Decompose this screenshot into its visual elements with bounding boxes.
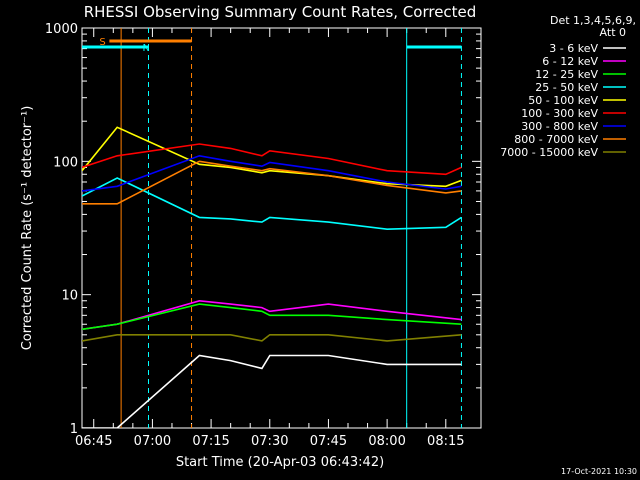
series-line: [82, 334, 462, 342]
y-tick-label: 1000: [45, 22, 78, 37]
series-line: [82, 160, 462, 205]
legend-label: 3 - 6 keV: [549, 42, 598, 55]
timestamp: 17-Oct-2021 10:30: [561, 467, 637, 476]
legend-label: 7000 - 15000 keV: [500, 146, 598, 159]
legend-label: 6 - 12 keV: [542, 55, 598, 68]
legend-label: 100 - 300 keV: [521, 107, 598, 120]
series-line: [82, 303, 462, 331]
y-tick-label: 100: [53, 155, 78, 170]
plot-area: 1 10 100 1000 06:45 07:00 07:15 07:30 07:45 08:00…: [45, 22, 482, 449]
series-line: [82, 299, 462, 331]
y-axis-label: Corrected Count Rate (s⁻¹ detector⁻¹): [20, 106, 35, 351]
series-line: [82, 354, 462, 428]
legend-title: Det 1,3,4,5,6,9,: [550, 14, 636, 27]
series-line: [82, 143, 462, 176]
legend-label: 12 - 25 keV: [535, 68, 598, 81]
y-tick-label: 10: [61, 289, 78, 304]
legend-label: 800 - 7000 keV: [514, 133, 598, 146]
series-line: [82, 177, 462, 231]
x-tick-label: 07:30: [251, 434, 288, 449]
x-tick-label: 08:15: [427, 434, 464, 449]
x-tick-label: 07:00: [134, 434, 171, 449]
legend-label: 25 - 50 keV: [535, 81, 598, 94]
x-tick-label: 06:45: [75, 434, 112, 449]
plot-frame: [81, 27, 482, 429]
annotation-label: S: [99, 37, 105, 48]
legend-label: 50 - 100 keV: [528, 94, 598, 107]
x-tick-label: 07:15: [192, 434, 229, 449]
x-axis-label: Start Time (20-Apr-03 06:43:42): [176, 455, 384, 470]
legend-title: Att 0: [600, 26, 626, 39]
chart-title: RHESSI Observing Summary Count Rates, Co…: [84, 3, 477, 21]
y-tick-label: 1: [70, 422, 78, 437]
annotation-label: N: [143, 43, 150, 54]
legend-label: 300 - 800 keV: [521, 120, 598, 133]
x-tick-label: 08:00: [368, 434, 405, 449]
series-line: [82, 154, 462, 192]
x-tick-label: 07:45: [310, 434, 347, 449]
